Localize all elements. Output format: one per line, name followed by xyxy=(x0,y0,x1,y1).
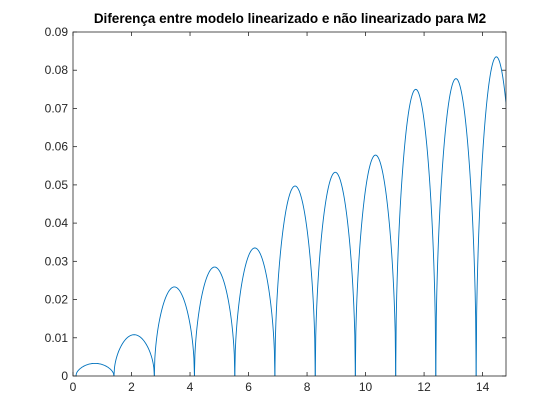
y-tick-label: 0.06 xyxy=(45,140,69,154)
series-line-segment xyxy=(193,266,236,376)
series-line-segment xyxy=(113,334,155,376)
plot-area xyxy=(73,32,506,376)
series-line-segment xyxy=(75,362,115,376)
x-tick-label: 12 xyxy=(417,380,431,394)
y-tick-label: 0.09 xyxy=(45,25,69,39)
series-line-segment xyxy=(234,247,276,376)
y-tick-label: 0.02 xyxy=(45,293,69,307)
y-tick-label: 0 xyxy=(61,369,68,383)
series-line-segment xyxy=(354,154,397,376)
y-tick-label: 0.08 xyxy=(45,63,69,77)
series-line-segment xyxy=(395,88,437,376)
series-line-segment xyxy=(153,286,195,376)
series-line-segment xyxy=(435,78,477,376)
x-tick-label: 0 xyxy=(70,380,77,394)
axes-layer: 0 2 4 6 8 10 12 14 0 0.01 0.02 0.03 0.04 0.05 0.06 0.07… xyxy=(45,25,506,394)
y-tick-label: 0.01 xyxy=(45,331,69,345)
series-line-segment xyxy=(274,185,316,376)
series-line-segment xyxy=(475,56,506,376)
y-tick-label: 0.03 xyxy=(45,254,69,268)
x-tick-label: 4 xyxy=(187,380,194,394)
x-tick-label: 8 xyxy=(304,380,311,394)
x-tick-label: 10 xyxy=(359,380,373,394)
x-tick-label: 14 xyxy=(476,380,490,394)
x-tick-label: 2 xyxy=(128,380,135,394)
y-tick-label: 0.07 xyxy=(45,101,69,115)
chart-title: Diferença entre modelo linearizado e não… xyxy=(94,11,486,26)
y-tick-label: 0.05 xyxy=(45,178,69,192)
y-tick-label: 0.04 xyxy=(45,216,69,230)
x-tick-label: 6 xyxy=(245,380,252,394)
series-line-segment xyxy=(314,171,356,376)
series-layer xyxy=(75,56,506,376)
axes-box xyxy=(72,31,507,377)
